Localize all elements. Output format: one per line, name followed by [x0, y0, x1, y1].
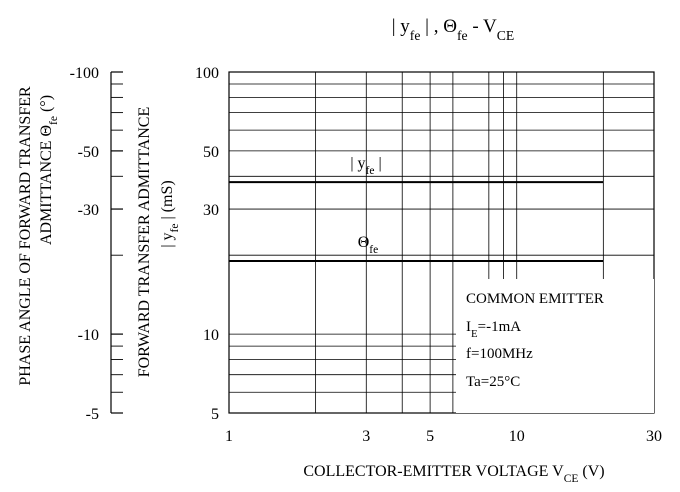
x-tick-label: 3	[362, 428, 370, 445]
y-tick-label: 10	[203, 327, 219, 344]
x-tick-labels: 1 3 5 10 30	[225, 428, 662, 445]
conditions-note: COMMON EMITTER IE=-1mA f=100MHz Ta=25°C	[456, 279, 654, 413]
x-tick-label: 5	[426, 428, 434, 445]
y-axis-label-line-1: FORWARD TRANSFER ADMITTANCE	[136, 107, 153, 377]
phase-tick-label: -30	[78, 202, 99, 219]
y-axis-label-line-2: | yfe | (mS)	[159, 180, 181, 247]
x-axis-label: COLLECTOR-EMITTER VOLTAGE VCE (V)	[303, 463, 604, 485]
chart-title: | yfe | , Θfe - VCE	[392, 16, 515, 43]
yfe-series-label: | yfe |	[350, 155, 381, 177]
note-line-2: IE=-1mA	[466, 319, 521, 340]
phase-tick-label: -100	[70, 65, 99, 82]
chart-title-text: | yfe | , Θfe - VCE	[392, 16, 515, 43]
y-tick-label: 5	[211, 406, 219, 423]
note-line-4: Ta=25°C	[466, 374, 520, 390]
phase-axis-label-line-1: PHASE ANGLE OF FORWARD TRANSFER	[17, 86, 34, 386]
phase-angle-axis: -5 -10 -30 -50 -100	[70, 65, 123, 423]
series-group: | yfe | Θfe	[229, 155, 604, 263]
y-tick-labels: 5 10 30 50 100	[195, 65, 219, 423]
phase-axis-label-line-2: ADMITTANCE Θfe (°)	[38, 95, 60, 245]
x-tick-label: 30	[646, 428, 662, 445]
note-line-3: f=100MHz	[466, 346, 533, 362]
axis-labels: COLLECTOR-EMITTER VOLTAGE VCE (V) FORWARD…	[17, 86, 605, 485]
note-line-1: COMMON EMITTER	[466, 291, 604, 307]
theta-fe-series-label: Θfe	[358, 234, 379, 256]
note-background	[456, 279, 654, 413]
phase-tick-label: -5	[86, 406, 99, 423]
phase-tick-label: -50	[78, 144, 99, 161]
y-tick-label: 100	[195, 65, 219, 82]
plot-frame	[228, 71, 655, 414]
plot-border	[228, 71, 655, 414]
y-tick-label: 50	[203, 144, 219, 161]
y-tick-label: 30	[203, 202, 219, 219]
phase-tick-label: -10	[78, 327, 99, 344]
x-tick-label: 10	[509, 428, 525, 445]
x-tick-label: 1	[225, 428, 233, 445]
